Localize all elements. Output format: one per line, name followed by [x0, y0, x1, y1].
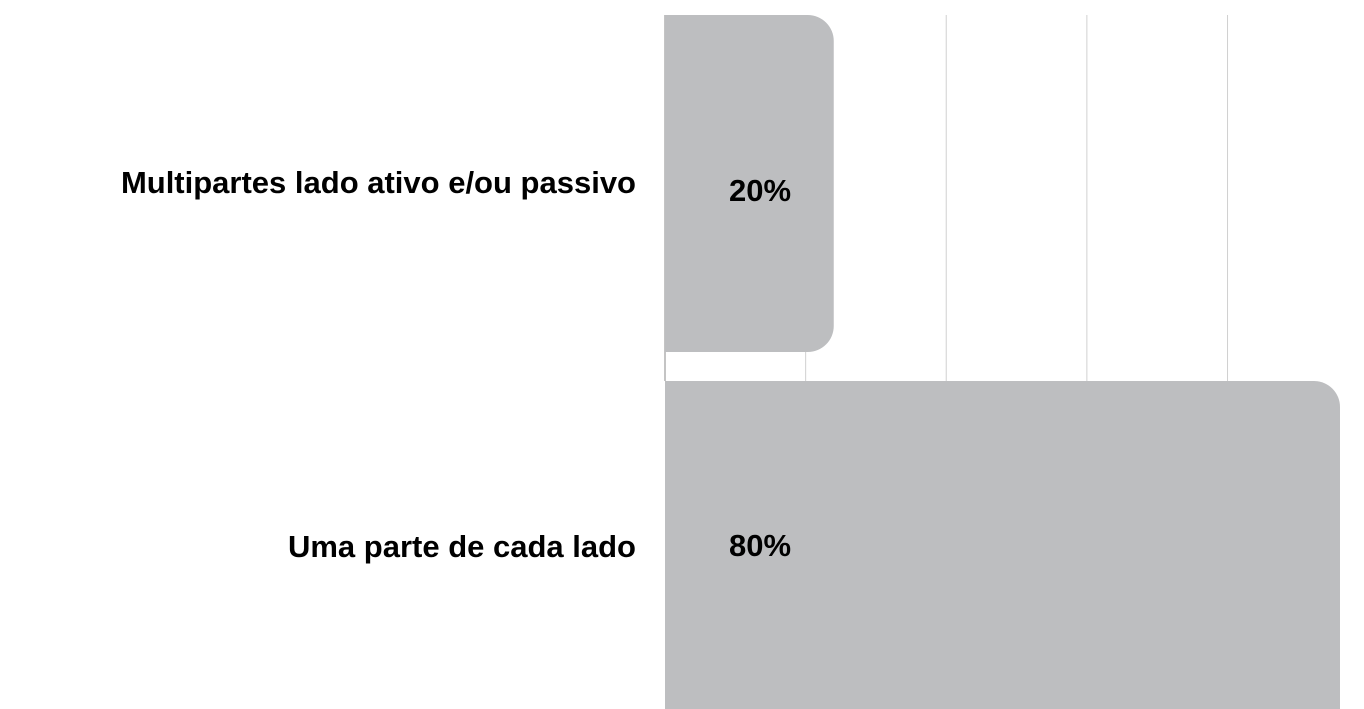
bar: [665, 15, 834, 352]
category-label: Multipartes lado ativo e/ou passivo: [121, 165, 636, 200]
value-label: 80%: [729, 528, 791, 563]
value-label: 20%: [729, 173, 791, 208]
bar: [665, 381, 1340, 709]
category-label: Uma parte de cada lado: [288, 529, 636, 564]
